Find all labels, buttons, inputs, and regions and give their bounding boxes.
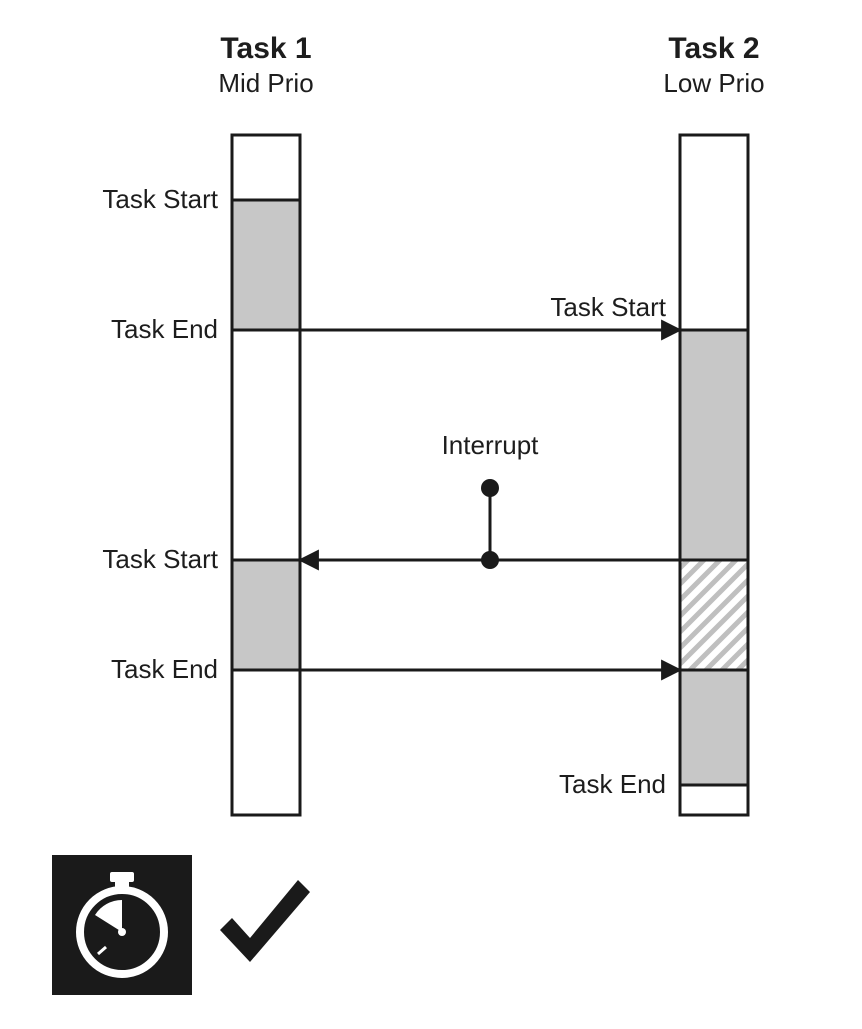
task1-subtitle: Mid Prio [218, 68, 313, 98]
task1-label-end-2: Task End [111, 654, 218, 684]
interrupt-label: Interrupt [442, 430, 540, 460]
checkmark-icon [220, 880, 310, 962]
task2-subtitle: Low Prio [663, 68, 764, 98]
interrupt-dot-bottom [481, 551, 499, 569]
task1-label-start-1: Task Start [102, 184, 218, 214]
arrow-task-start-label: Task Start [550, 292, 666, 322]
task2-title: Task 2 [668, 32, 759, 65]
task1-column [232, 135, 300, 815]
task2-label-end: Task End [559, 769, 666, 799]
interrupt-dot-top [481, 479, 499, 497]
task1-label-start-2: Task Start [102, 544, 218, 574]
task-scheduling-diagram: Task 1 Mid Prio Task 2 Low Prio Task Sta… [0, 0, 862, 1024]
task2-column [680, 135, 748, 815]
task1-label-end-1: Task End [111, 314, 218, 344]
stopwatch-icon [52, 855, 192, 995]
task1-title: Task 1 [220, 32, 311, 65]
